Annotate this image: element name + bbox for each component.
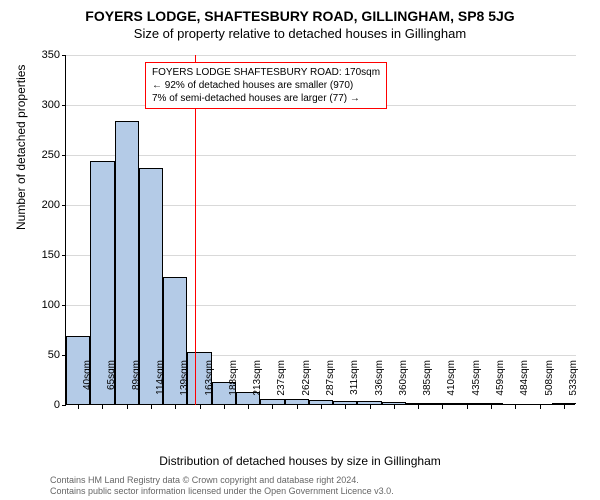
xtick-mark: [491, 405, 492, 409]
xtick-mark: [418, 405, 419, 409]
annotation-box: FOYERS LODGE SHAFTESBURY ROAD: 170sqm ← …: [145, 62, 387, 109]
xtick-mark: [78, 405, 79, 409]
xtick-mark: [297, 405, 298, 409]
xtick-mark: [102, 405, 103, 409]
ytick-label: 150: [20, 249, 60, 261]
xtick-mark: [394, 405, 395, 409]
xtick-mark: [515, 405, 516, 409]
page-subtitle: Size of property relative to detached ho…: [0, 24, 600, 45]
ytick-mark: [62, 305, 66, 306]
ytick-mark: [62, 105, 66, 106]
ytick-mark: [62, 155, 66, 156]
ytick-label: 0: [20, 399, 60, 411]
xtick-mark: [370, 405, 371, 409]
xtick-mark: [151, 405, 152, 409]
footer-line1: Contains HM Land Registry data © Crown c…: [50, 475, 394, 487]
xtick-mark: [540, 405, 541, 409]
xtick-mark: [564, 405, 565, 409]
ytick-label: 100: [20, 299, 60, 311]
footer: Contains HM Land Registry data © Crown c…: [50, 475, 394, 498]
footer-line2: Contains public sector information licen…: [50, 486, 394, 498]
xtick-label: 459sqm: [495, 360, 506, 410]
gridline: [66, 155, 576, 156]
ytick-mark: [62, 255, 66, 256]
xtick-mark: [175, 405, 176, 409]
annotation-line3: 7% of semi-detached houses are larger (7…: [152, 92, 380, 105]
ytick-mark: [62, 405, 66, 406]
annotation-line1: FOYERS LODGE SHAFTESBURY ROAD: 170sqm: [152, 66, 380, 79]
ytick-label: 250: [20, 149, 60, 161]
xtick-mark: [321, 405, 322, 409]
xtick-mark: [442, 405, 443, 409]
xtick-mark: [127, 405, 128, 409]
ytick-label: 350: [20, 49, 60, 61]
page-title: FOYERS LODGE, SHAFTESBURY ROAD, GILLINGH…: [0, 0, 600, 24]
ytick-mark: [62, 55, 66, 56]
xtick-label: 533sqm: [568, 360, 579, 410]
xtick-mark: [248, 405, 249, 409]
xtick-mark: [224, 405, 225, 409]
x-axis-label: Distribution of detached houses by size …: [0, 454, 600, 468]
xtick-label: 484sqm: [519, 360, 530, 410]
annotation-line2: ← 92% of detached houses are smaller (97…: [152, 79, 380, 92]
xtick-mark: [272, 405, 273, 409]
xtick-mark: [467, 405, 468, 409]
gridline: [66, 55, 576, 56]
ytick-label: 300: [20, 99, 60, 111]
ytick-label: 200: [20, 199, 60, 211]
xtick-mark: [200, 405, 201, 409]
xtick-mark: [345, 405, 346, 409]
ytick-label: 50: [20, 349, 60, 361]
ytick-mark: [62, 205, 66, 206]
